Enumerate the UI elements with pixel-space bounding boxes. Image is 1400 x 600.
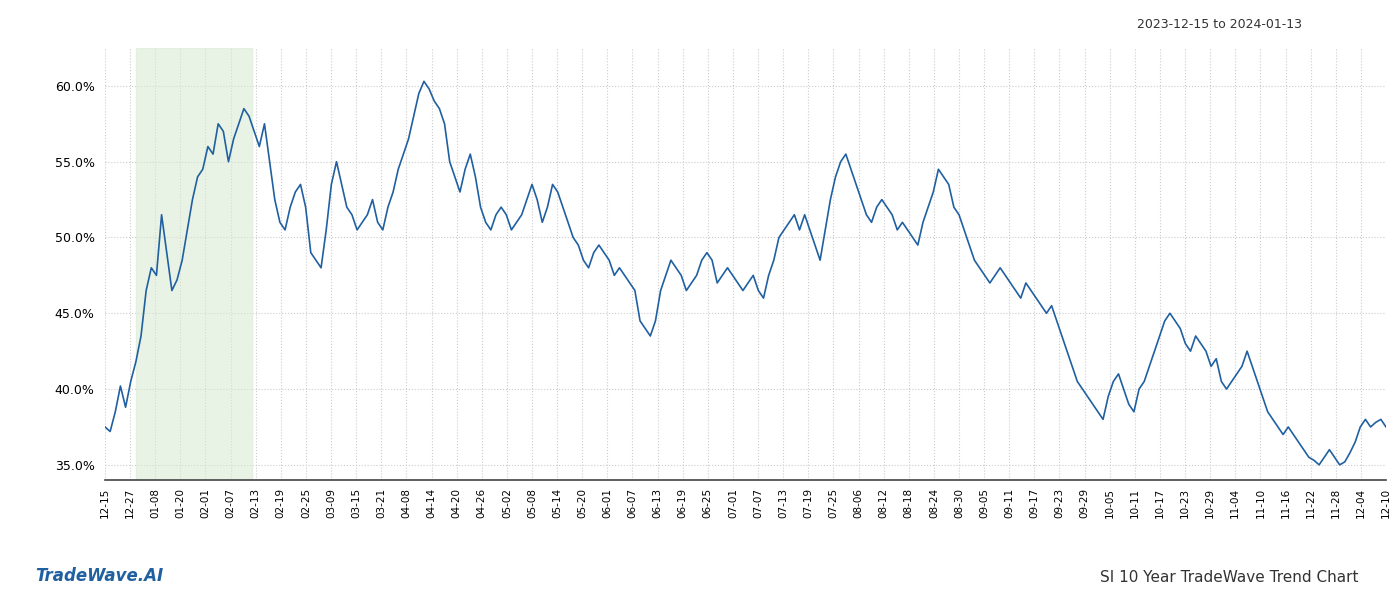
Bar — [136, 48, 252, 480]
Text: 2023-12-15 to 2024-01-13: 2023-12-15 to 2024-01-13 — [1137, 18, 1302, 31]
Text: SI 10 Year TradeWave Trend Chart: SI 10 Year TradeWave Trend Chart — [1099, 570, 1358, 585]
Text: TradeWave.AI: TradeWave.AI — [35, 567, 164, 585]
